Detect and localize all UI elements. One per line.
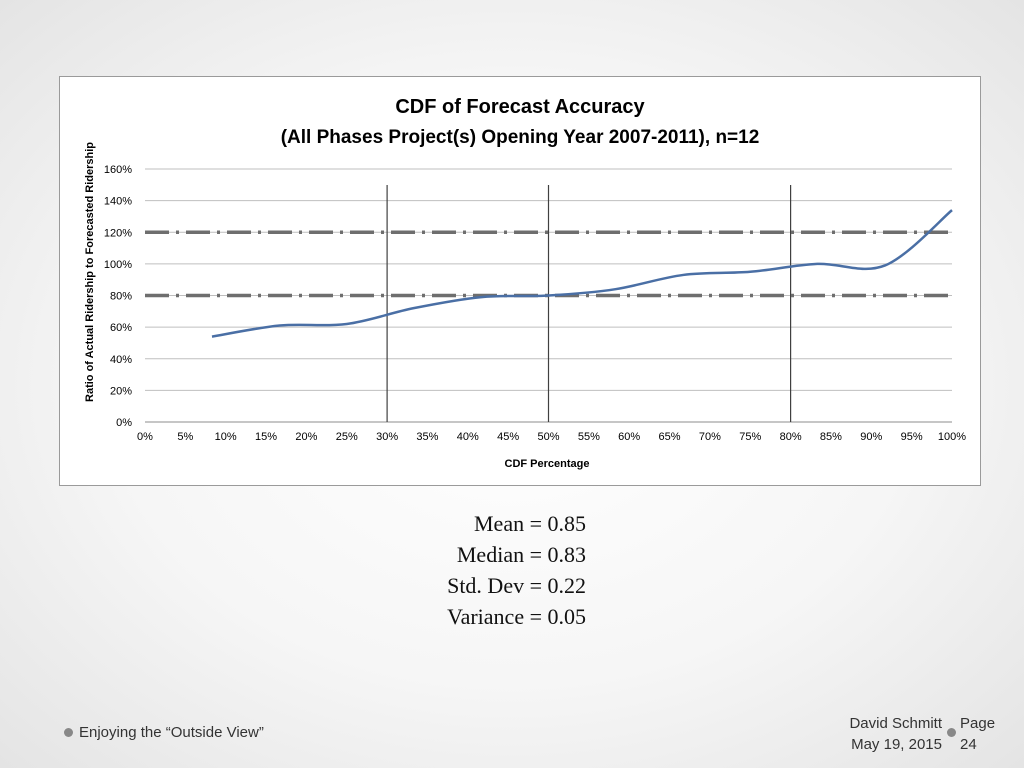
x-tick-label: 25% — [336, 431, 358, 443]
summary-stats: Mean = 0.85 Median = 0.83 Std. Dev = 0.2… — [380, 508, 586, 632]
footer-left: Enjoying the “Outside View” — [64, 724, 264, 741]
x-tick-label: 15% — [255, 431, 277, 443]
footer-date: May 19, 2015 — [851, 736, 942, 753]
x-tick-label: 10% — [215, 431, 237, 443]
chart-title: CDF of Forecast Accuracy — [395, 96, 645, 118]
series-line — [211, 209, 953, 338]
x-tick-label: 85% — [820, 431, 842, 443]
y-tick-label: 80% — [110, 291, 132, 303]
y-tick-labels: 0% 20% 40% 60% 80% 100% 120% 140% 160% — [104, 164, 132, 429]
footer-page-number: 24 — [960, 736, 977, 753]
y-tick-label: 100% — [104, 259, 132, 271]
y-tick-label: 160% — [104, 164, 132, 176]
y-tick-label: 40% — [110, 354, 132, 366]
chart-frame: CDF of Forecast Accuracy (All Phases Pro… — [59, 76, 981, 486]
stat-variance: Variance = 0.05 — [447, 604, 586, 629]
reference-lines — [145, 185, 952, 422]
x-tick-label: 55% — [578, 431, 600, 443]
y-axis-label: Ratio of Actual Ridership to Forecasted … — [84, 142, 96, 402]
x-tick-label: 30% — [376, 431, 398, 443]
x-tick-label: 65% — [659, 431, 681, 443]
x-tick-label: 40% — [457, 431, 479, 443]
chart-subtitle: (All Phases Project(s) Opening Year 2007… — [281, 127, 760, 148]
footer-author: David Schmitt — [849, 715, 942, 732]
footer-bullet-icon — [947, 728, 956, 737]
x-tick-label: 5% — [177, 431, 193, 443]
x-tick-label: 35% — [416, 431, 438, 443]
footer-page-block: Page 24 — [960, 713, 995, 755]
y-tick-label: 0% — [116, 417, 132, 429]
stat-std-dev: Std. Dev = 0.22 — [447, 573, 586, 598]
x-tick-label: 45% — [497, 431, 519, 443]
stat-median: Median = 0.83 — [456, 542, 586, 567]
x-axis-label: CDF Percentage — [505, 458, 590, 470]
y-tick-label: 60% — [110, 322, 132, 334]
x-tick-label: 60% — [618, 431, 640, 443]
x-tick-label: 95% — [901, 431, 923, 443]
x-tick-label: 75% — [739, 431, 761, 443]
footer-author-block: David Schmitt May 19, 2015 — [800, 713, 942, 755]
x-tick-label: 70% — [699, 431, 721, 443]
footer-title: Enjoying the “Outside View” — [79, 724, 264, 741]
x-tick-label: 100% — [938, 431, 966, 443]
chart-svg: CDF of Forecast Accuracy (All Phases Pro… — [84, 96, 966, 470]
stat-mean: Mean = 0.85 — [474, 511, 586, 536]
footer-page-label: Page — [960, 715, 996, 732]
y-tick-label: 20% — [110, 385, 132, 397]
bullet-icon — [64, 728, 73, 737]
x-tick-label: 90% — [860, 431, 882, 443]
x-tick-labels: 0% 5% 10% 15% 20% 25% 30% 35% 40% 45% 50% 55% 60% 65%… — [137, 431, 966, 443]
series-layer — [211, 209, 953, 338]
x-tick-label: 20% — [295, 431, 317, 443]
x-tick-label: 50% — [537, 431, 559, 443]
y-tick-label: 120% — [104, 227, 132, 239]
x-tick-label: 80% — [780, 431, 802, 443]
x-tick-label: 0% — [137, 431, 153, 443]
y-tick-label: 140% — [104, 196, 132, 208]
